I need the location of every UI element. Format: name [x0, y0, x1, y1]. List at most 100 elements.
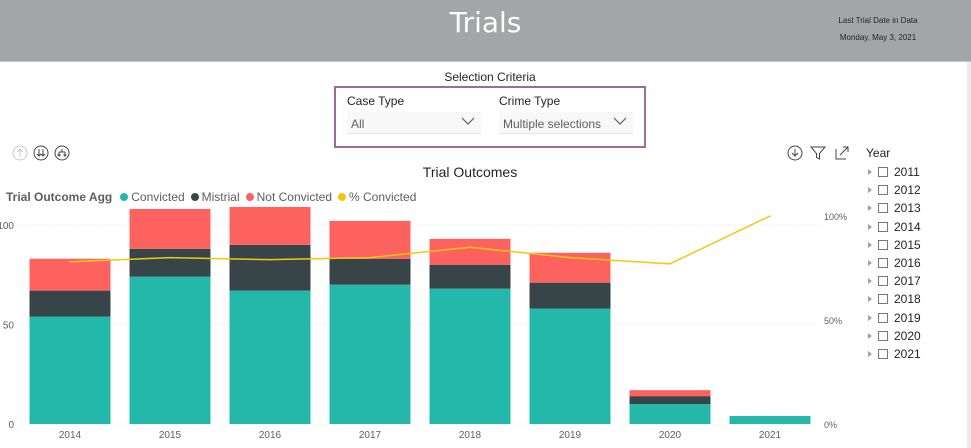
checkbox-icon[interactable] [878, 221, 888, 232]
year-item-2020[interactable]: 2020 [866, 327, 966, 345]
checkbox-icon[interactable] [878, 185, 888, 196]
bar-not-convicted-2018[interactable] [429, 238, 511, 265]
case-type-value: All [351, 117, 365, 131]
x-tick-label: 2018 [459, 430, 482, 441]
expand-arrow-icon[interactable] [868, 278, 872, 285]
selection-criteria-title: Selection Criteria [444, 70, 536, 84]
bar-mistrial-2016[interactable] [229, 244, 311, 291]
line-point-pct-convicted-2019[interactable] [569, 256, 571, 259]
bar-not-convicted-2014[interactable] [29, 258, 111, 291]
focus-mode-icon[interactable] [834, 145, 850, 161]
expand-arrow-icon[interactable] [868, 332, 872, 339]
bar-convicted-2021[interactable] [729, 416, 811, 424]
checkbox-icon[interactable] [878, 203, 888, 214]
expand-arrow-icon[interactable] [868, 187, 872, 194]
expand-arrow-icon[interactable] [868, 296, 872, 303]
y2-tick-label: 50% [824, 316, 842, 326]
year-item-2013[interactable]: 2013 [866, 199, 966, 217]
selection-criteria-box: Case Type All Crime Type Multiple select… [334, 86, 646, 148]
x-tick-label: 2015 [159, 430, 182, 441]
bar-mistrial-2015[interactable] [129, 248, 211, 277]
expand-arrow-icon[interactable] [868, 241, 872, 248]
case-type-dropdown[interactable]: All [347, 112, 481, 134]
checkbox-icon[interactable] [878, 276, 888, 287]
year-item-2014[interactable]: 2014 [866, 218, 966, 236]
drill-down-all-icon[interactable] [33, 145, 49, 161]
year-item-2011[interactable]: 2011 [866, 163, 966, 181]
bar-mistrial-2020[interactable] [629, 396, 711, 405]
case-type-label: Case Type [347, 94, 405, 108]
year-item-2019[interactable]: 2019 [866, 309, 966, 327]
drill-up-icon[interactable] [12, 145, 28, 161]
expand-arrow-icon[interactable] [868, 260, 872, 267]
x-tick-label: 2021 [759, 430, 782, 441]
year-label: 2011 [894, 165, 920, 180]
line-point-pct-convicted-2014[interactable] [69, 260, 71, 263]
year-slicer: Year 2011 2012 2013 2014 2015 2016 2017 2018 201… [866, 146, 966, 363]
checkbox-icon[interactable] [878, 258, 888, 269]
bar-mistrial-2017[interactable] [329, 258, 411, 285]
line-point-pct-convicted-2016[interactable] [269, 258, 271, 261]
bar-not-convicted-2017[interactable] [329, 220, 411, 259]
legend-dot [120, 193, 129, 201]
year-item-2012[interactable]: 2012 [866, 181, 966, 199]
legend-item-convicted[interactable]: Convicted [120, 190, 185, 204]
year-item-2018[interactable]: 2018 [866, 290, 966, 308]
bar-not-convicted-2020[interactable] [629, 390, 711, 397]
x-tick-label: 2016 [259, 430, 282, 441]
year-item-2016[interactable]: 2016 [866, 254, 966, 272]
filter-icon[interactable] [810, 145, 826, 161]
bar-mistrial-2018[interactable] [429, 264, 511, 289]
year-item-2017[interactable]: 2017 [866, 272, 966, 290]
bar-not-convicted-2016[interactable] [229, 206, 311, 245]
year-label: 2021 [894, 346, 921, 361]
crime-type-dropdown[interactable]: Multiple selections [499, 112, 633, 134]
bar-convicted-2016[interactable] [229, 290, 311, 424]
trial-outcomes-chart: 0 50 100 0% 50% 100% 2014 2015 2016 2017 2018 2019 2… [0, 206, 847, 441]
bar-convicted-2019[interactable] [529, 308, 611, 424]
legend-item-pct-convicted[interactable]: % Convicted [338, 190, 416, 204]
y-tick-label: 50 [3, 320, 15, 331]
last-trial-date-value: Monday, May 3, 2021 [839, 33, 917, 42]
checkbox-icon[interactable] [878, 294, 888, 305]
crime-type-slicer: Crime Type Multiple selections [499, 94, 633, 134]
bar-mistrial-2014[interactable] [29, 290, 111, 317]
y2-tick-label: 100% [824, 212, 847, 222]
expand-arrow-icon[interactable] [868, 169, 872, 176]
expand-arrow-icon[interactable] [868, 205, 872, 212]
expand-arrow-icon[interactable] [868, 223, 872, 230]
year-item-2021[interactable]: 2021 [866, 345, 966, 363]
legend-title: Trial Outcome Agg [6, 190, 113, 204]
expand-arrow-icon[interactable] [868, 314, 872, 321]
bar-convicted-2017[interactable] [329, 284, 411, 424]
bar-convicted-2015[interactable] [129, 276, 211, 424]
line-point-pct-convicted-2015[interactable] [169, 256, 171, 259]
legend-dot [245, 193, 254, 201]
line-point-pct-convicted-2017[interactable] [369, 256, 371, 259]
year-item-2015[interactable]: 2015 [866, 236, 966, 254]
line-point-pct-convicted-2020[interactable] [669, 263, 671, 265]
checkbox-icon[interactable] [878, 330, 888, 341]
bar-convicted-2014[interactable] [29, 316, 111, 424]
crime-type-value: Multiple selections [503, 117, 602, 131]
line-point-pct-convicted-2021[interactable] [769, 215, 771, 217]
legend-item-mistrial[interactable]: Mistrial [190, 190, 240, 204]
bar-convicted-2018[interactable] [429, 288, 511, 424]
checkbox-icon[interactable] [878, 348, 888, 359]
checkbox-icon[interactable] [878, 312, 888, 323]
x-tick-label: 2014 [59, 430, 82, 441]
checkbox-icon[interactable] [878, 167, 888, 178]
year-label: 2018 [894, 292, 921, 307]
bar-convicted-2020[interactable] [629, 404, 711, 424]
legend-item-not-convicted[interactable]: Not Convicted [245, 190, 332, 204]
expand-arrow-icon[interactable] [868, 350, 872, 357]
y-tick-label: 0 [8, 420, 14, 431]
line-pct-convicted[interactable] [69, 215, 771, 265]
expand-hierarchy-icon[interactable] [54, 145, 70, 161]
x-tick-label: 2019 [559, 430, 582, 441]
drill-mode-icon[interactable] [787, 145, 803, 161]
bar-not-convicted-2015[interactable] [129, 208, 211, 249]
checkbox-icon[interactable] [878, 239, 888, 250]
line-point-pct-convicted-2018[interactable] [469, 246, 471, 248]
bar-mistrial-2019[interactable] [529, 282, 611, 309]
